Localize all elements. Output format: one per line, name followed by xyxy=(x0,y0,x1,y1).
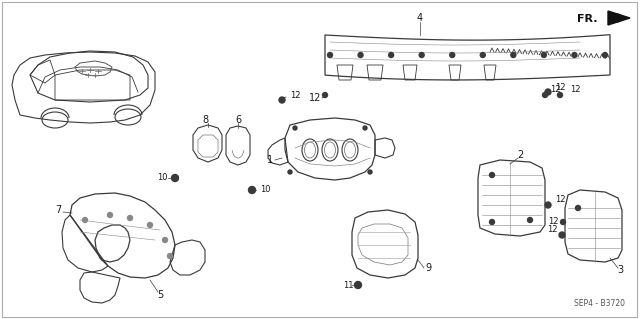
Text: 12: 12 xyxy=(555,83,565,92)
Text: 3: 3 xyxy=(617,265,623,275)
Circle shape xyxy=(559,232,565,238)
Circle shape xyxy=(279,97,285,103)
Circle shape xyxy=(602,53,607,57)
Circle shape xyxy=(541,53,547,57)
Text: 2: 2 xyxy=(517,150,523,160)
Circle shape xyxy=(388,53,394,57)
Text: 12: 12 xyxy=(550,85,560,94)
Circle shape xyxy=(127,216,132,220)
Text: 12: 12 xyxy=(290,91,300,100)
Circle shape xyxy=(108,212,113,218)
Circle shape xyxy=(557,93,563,98)
Circle shape xyxy=(323,93,328,98)
Text: 8: 8 xyxy=(202,115,208,125)
Circle shape xyxy=(419,53,424,57)
Circle shape xyxy=(575,205,580,211)
Circle shape xyxy=(358,53,363,57)
Circle shape xyxy=(163,238,168,242)
Circle shape xyxy=(450,53,455,57)
Circle shape xyxy=(147,222,152,227)
Circle shape xyxy=(545,202,551,208)
Text: 1: 1 xyxy=(267,155,273,165)
Text: 12: 12 xyxy=(555,196,565,204)
Text: 12: 12 xyxy=(548,218,558,226)
Circle shape xyxy=(543,93,547,98)
Text: 9: 9 xyxy=(425,263,431,273)
Text: 6: 6 xyxy=(235,115,241,125)
Text: SEP4 - B3720: SEP4 - B3720 xyxy=(574,299,625,308)
Text: 12: 12 xyxy=(309,93,321,103)
Circle shape xyxy=(288,170,292,174)
Circle shape xyxy=(83,218,88,222)
Circle shape xyxy=(368,170,372,174)
Text: 12: 12 xyxy=(570,85,580,94)
Circle shape xyxy=(511,53,516,57)
Circle shape xyxy=(527,218,532,222)
Circle shape xyxy=(490,219,495,225)
Text: 12: 12 xyxy=(547,226,557,234)
Circle shape xyxy=(545,89,551,95)
Text: 7: 7 xyxy=(55,205,61,215)
Text: 11: 11 xyxy=(343,280,353,290)
Circle shape xyxy=(561,219,566,225)
Polygon shape xyxy=(608,11,630,25)
Circle shape xyxy=(572,53,577,57)
Circle shape xyxy=(172,174,179,182)
Circle shape xyxy=(490,173,495,177)
Circle shape xyxy=(248,187,255,194)
Circle shape xyxy=(168,254,173,258)
Text: 4: 4 xyxy=(417,13,423,23)
Circle shape xyxy=(328,53,333,57)
Circle shape xyxy=(363,126,367,130)
Circle shape xyxy=(355,281,362,288)
Circle shape xyxy=(293,126,297,130)
Text: FR.: FR. xyxy=(577,14,598,24)
Circle shape xyxy=(480,53,485,57)
Text: 10: 10 xyxy=(260,186,270,195)
Text: 10: 10 xyxy=(157,174,167,182)
Text: 5: 5 xyxy=(157,290,163,300)
